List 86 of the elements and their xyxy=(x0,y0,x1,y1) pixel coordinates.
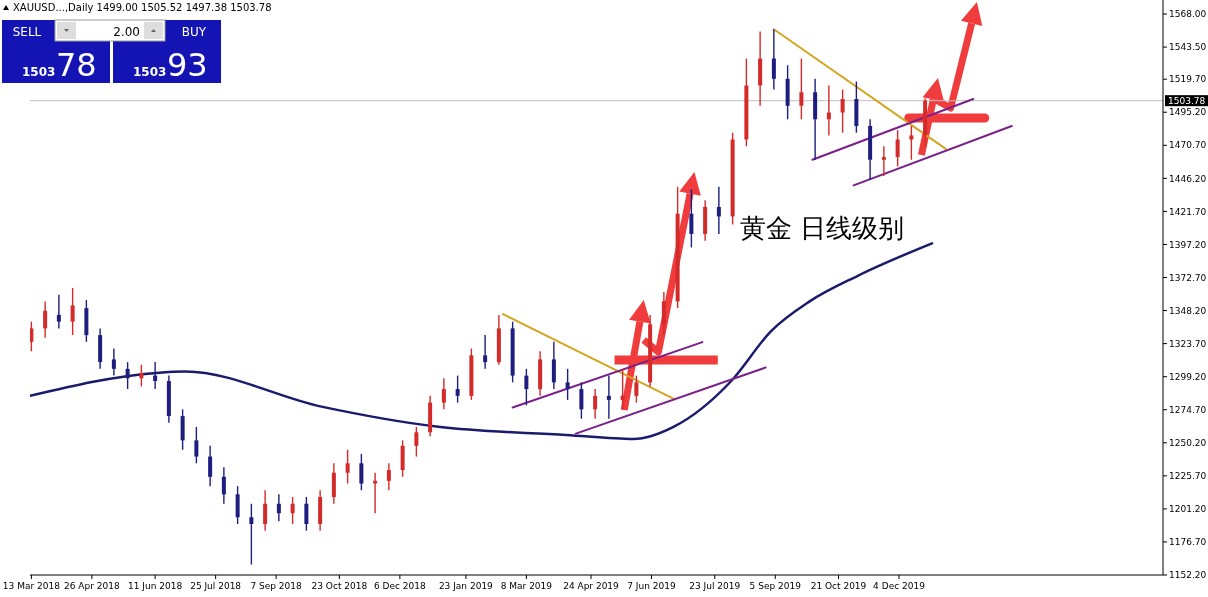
candlestick xyxy=(373,472,378,514)
candlestick xyxy=(606,374,611,420)
candlestick xyxy=(634,374,639,404)
ref-line-label: 1503.78 xyxy=(1168,95,1206,106)
candlestick xyxy=(194,426,199,464)
candlestick xyxy=(153,361,158,390)
x-tick-label: 5 Sep 2019 xyxy=(749,581,802,591)
y-tick-label: 1299.20 xyxy=(1169,371,1207,382)
y-tick-label: 1543.50 xyxy=(1169,42,1207,53)
annotation: 78 xyxy=(56,46,97,84)
candlestick xyxy=(799,57,804,120)
candlestick xyxy=(56,293,61,330)
candlestick xyxy=(30,320,34,353)
y-tick-label: 1519.70 xyxy=(1169,74,1207,85)
y-tick-label: 1201.20 xyxy=(1169,504,1207,515)
candlestick xyxy=(441,377,446,411)
annotation: SELL xyxy=(12,25,42,39)
y-tick-label: 1274.70 xyxy=(1169,404,1207,415)
candlestick xyxy=(111,347,116,377)
y-tick-label: 1421.70 xyxy=(1169,206,1207,217)
x-tick-label: 8 Mar 2019 xyxy=(500,581,553,591)
candlestick xyxy=(593,388,598,420)
candlestick xyxy=(881,145,886,177)
candlestick xyxy=(455,374,460,404)
x-tick-label: 6 Dec 2018 xyxy=(373,581,427,591)
x-tick-label: 24 Apr 2019 xyxy=(563,581,620,591)
candlestick xyxy=(386,462,391,491)
y-tick-label: 1568.00 xyxy=(1169,9,1207,20)
x-tick-label: 23 Oct 2018 xyxy=(311,581,368,591)
candlestick xyxy=(359,453,364,491)
candlestick xyxy=(345,449,350,485)
x-tick-label: 13 Mar 2018 xyxy=(2,581,61,591)
x-tick-label: 23 Jul 2019 xyxy=(689,581,741,591)
annotation: 2.00 xyxy=(113,25,140,39)
annotation: 93 xyxy=(167,46,208,84)
y-tick-label: 1176.70 xyxy=(1169,537,1207,548)
x-tick-label: 7 Jun 2019 xyxy=(627,581,676,591)
candlestick xyxy=(771,28,776,91)
candlestick xyxy=(276,493,281,522)
y-tick-label: 1495.20 xyxy=(1169,107,1207,118)
candlestick xyxy=(235,485,240,525)
y-tick-label: 1372.70 xyxy=(1169,272,1207,283)
x-tick-label: 11 Jun 2018 xyxy=(128,581,183,591)
candlestick xyxy=(290,496,295,525)
candlestick xyxy=(524,368,529,406)
candlestick xyxy=(909,125,914,161)
x-tick-label: 4 Dec 2019 xyxy=(873,581,926,591)
x-tick-label: 21 Oct 2019 xyxy=(810,581,867,591)
y-tick-label: 1323.70 xyxy=(1169,338,1207,349)
y-tick-label: 1225.70 xyxy=(1169,470,1207,481)
x-tick-label: 25 Jul 2018 xyxy=(190,581,242,591)
candlestick xyxy=(551,341,556,390)
candlestick xyxy=(689,188,694,249)
x-tick-label: 23 Jan 2019 xyxy=(438,581,494,591)
annotation: 黄金 日线级别 xyxy=(740,213,905,243)
candlestick xyxy=(565,368,570,401)
candlestick xyxy=(620,368,625,411)
candlestick xyxy=(43,300,48,339)
y-tick-label: 1250.20 xyxy=(1169,437,1207,448)
candlestick xyxy=(716,186,721,235)
line-series xyxy=(30,242,934,441)
candlestick xyxy=(840,88,845,134)
candlestick xyxy=(483,334,488,370)
annotation: BUY xyxy=(181,25,207,39)
chart-title: XAUUSD...,Daily 1499.00 1505.52 1497.38 1503.78 xyxy=(13,2,272,13)
candlestick xyxy=(579,381,584,420)
candlestick xyxy=(139,364,144,388)
x-tick-label: 26 Apr 2018 xyxy=(64,581,120,591)
candlestick xyxy=(414,426,419,458)
candlestick xyxy=(208,445,213,487)
candlestick xyxy=(895,129,900,168)
candlestick xyxy=(304,496,309,532)
y-tick-label: 1397.20 xyxy=(1169,239,1207,250)
candlestick xyxy=(125,361,130,390)
y-tick-label: 1470.70 xyxy=(1169,140,1207,151)
y-tick-label: 1446.20 xyxy=(1169,173,1207,184)
candlestick xyxy=(249,503,254,566)
annotation: 1503 xyxy=(133,65,167,79)
y-tick-label: 1348.20 xyxy=(1169,305,1207,316)
candlestick xyxy=(263,489,268,532)
candlestick xyxy=(221,466,226,505)
annotation: 1503 xyxy=(22,65,56,79)
candlestick xyxy=(661,291,666,336)
y-tick-label: 1152.20 xyxy=(1169,570,1207,581)
candlestick xyxy=(70,287,75,336)
x-tick-label: 7 Sep 2018 xyxy=(250,581,303,591)
